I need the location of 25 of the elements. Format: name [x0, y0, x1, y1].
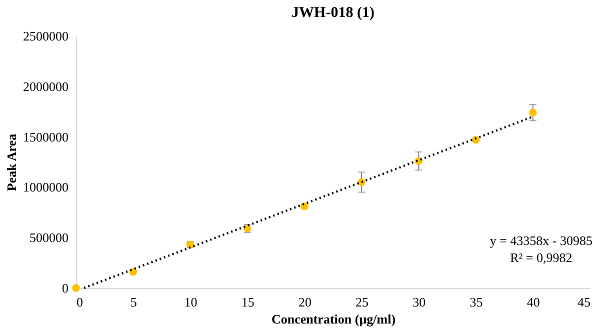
x-tick-label: 5 [130, 294, 137, 310]
point [129, 268, 137, 276]
chart-title: JWH-018 (1) [292, 5, 374, 21]
y-tick-label: 0 [62, 280, 68, 296]
y-tick-label: 2500000 [23, 28, 68, 44]
x-tick-label: 10 [184, 294, 198, 310]
x-tick-label: 25 [356, 294, 369, 310]
point [472, 136, 480, 144]
annotation: y = 43358x - 30985 [490, 233, 593, 248]
y-tick-label: 1500000 [23, 129, 68, 144]
x-tick-label: 20 [298, 294, 312, 310]
y-axis-title: Peak Area [4, 133, 19, 192]
x-axis-title: Concentration (µg/ml) [271, 312, 396, 326]
x-tick-label: 30 [412, 294, 426, 310]
x-tick-label: 15 [241, 294, 254, 310]
y-tick-label: 500000 [30, 230, 68, 246]
y-tick-label: 2000000 [23, 78, 68, 94]
point [529, 108, 537, 116]
x-tick-label: 40 [526, 294, 540, 310]
x-tick-label: 45 [578, 294, 590, 310]
annotation: R² = 0,9982 [510, 250, 572, 265]
point [72, 284, 80, 292]
x-tick-label: 0 [76, 294, 83, 310]
y-tick-label: 1000000 [23, 180, 68, 195]
x-tick-label: 35 [470, 294, 483, 310]
